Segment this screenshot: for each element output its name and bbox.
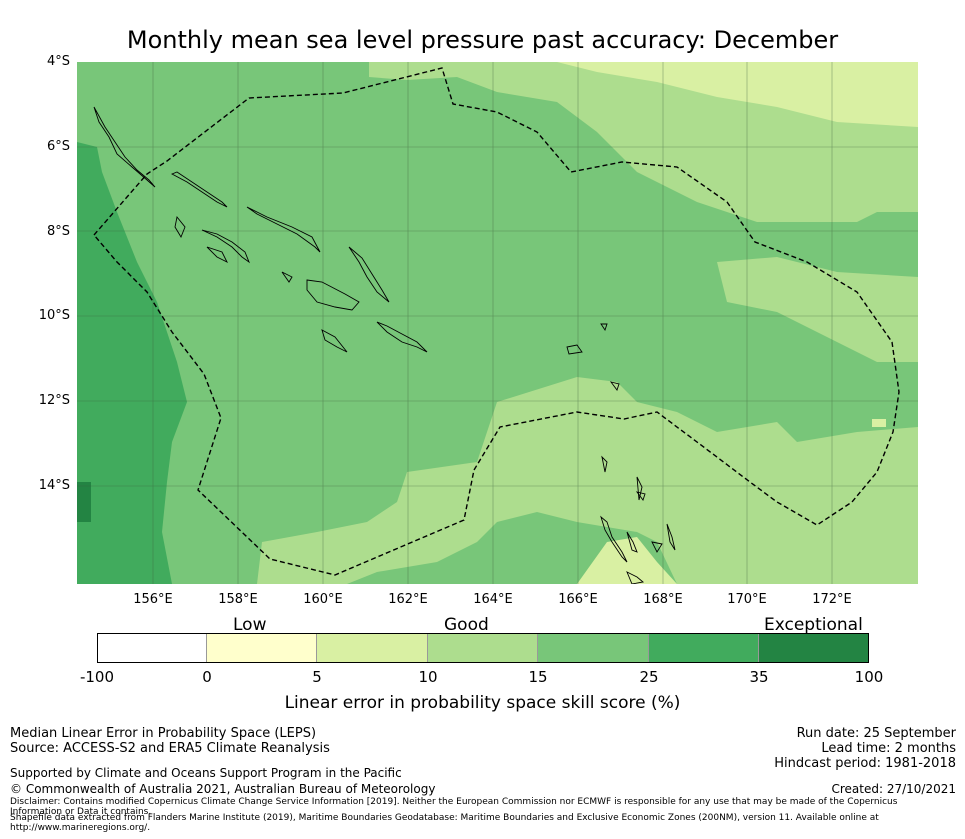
colorbar-tick: 5 xyxy=(312,668,322,686)
lon-label: 160°E xyxy=(303,592,343,607)
lon-label: 164°E xyxy=(473,592,513,607)
lat-label: 8°S xyxy=(46,224,70,239)
colorbar-tick: 15 xyxy=(528,668,548,686)
colorbar-tick: 35 xyxy=(749,668,769,686)
lat-label: 6°S xyxy=(46,139,70,154)
footer-method: Median Linear Error in Probability Space… xyxy=(10,726,317,741)
lat-label: 12°S xyxy=(38,393,70,408)
lat-label: 14°S xyxy=(38,478,70,493)
run-date: Run date: 25 September xyxy=(796,726,956,741)
colorbar-title: Linear error in probability space skill … xyxy=(284,693,681,713)
colorbar-segment xyxy=(538,633,649,663)
lon-label: 156°E xyxy=(133,592,173,607)
footer-source: Source: ACCESS-S2 and ERA5 Climate Reana… xyxy=(10,741,330,756)
lat-label: 4°S xyxy=(46,54,70,69)
footer-disclaimer: Disclaimer: Contains modified Copernicus… xyxy=(10,797,898,817)
colorbar xyxy=(97,633,869,663)
footer-support: Supported by Climate and Oceans Support … xyxy=(10,766,402,780)
footer-copyright: © Commonwealth of Australia 2021, Austra… xyxy=(10,782,436,796)
colorbar-tick: 10 xyxy=(418,668,438,686)
skill-map xyxy=(77,62,918,584)
lead-time: Lead time: 2 months xyxy=(821,741,956,756)
lon-label: 172°E xyxy=(812,592,852,607)
colorbar-tick: 0 xyxy=(202,668,212,686)
lon-label: 162°E xyxy=(388,592,428,607)
map-canvas xyxy=(77,62,918,584)
footer-shapefile: Shapefile data extracted from Flanders M… xyxy=(10,813,879,833)
map-title: Monthly mean sea level pressure past acc… xyxy=(126,26,839,54)
colorbar-tick: 100 xyxy=(854,668,884,686)
colorbar-tick: -100 xyxy=(79,668,115,686)
lon-label: 170°E xyxy=(727,592,767,607)
hindcast-period: Hindcast period: 1981-2018 xyxy=(774,756,956,771)
colorbar-tick: 25 xyxy=(639,668,659,686)
colorbar-segment xyxy=(97,633,207,663)
colorbar-segment xyxy=(207,633,317,663)
lon-label: 166°E xyxy=(558,592,598,607)
created-date: Created: 27/10/2021 xyxy=(831,782,956,796)
lon-label: 168°E xyxy=(643,592,683,607)
colorbar-segment xyxy=(317,633,428,663)
colorbar-segment xyxy=(428,633,538,663)
category-good: Good xyxy=(444,615,489,635)
colorbar-segment xyxy=(759,633,869,663)
category-exceptional: Exceptional xyxy=(764,615,863,635)
colorbar-segment xyxy=(649,633,759,663)
category-low: Low xyxy=(233,615,267,635)
lon-label: 158°E xyxy=(218,592,258,607)
lat-label: 10°S xyxy=(38,308,70,323)
